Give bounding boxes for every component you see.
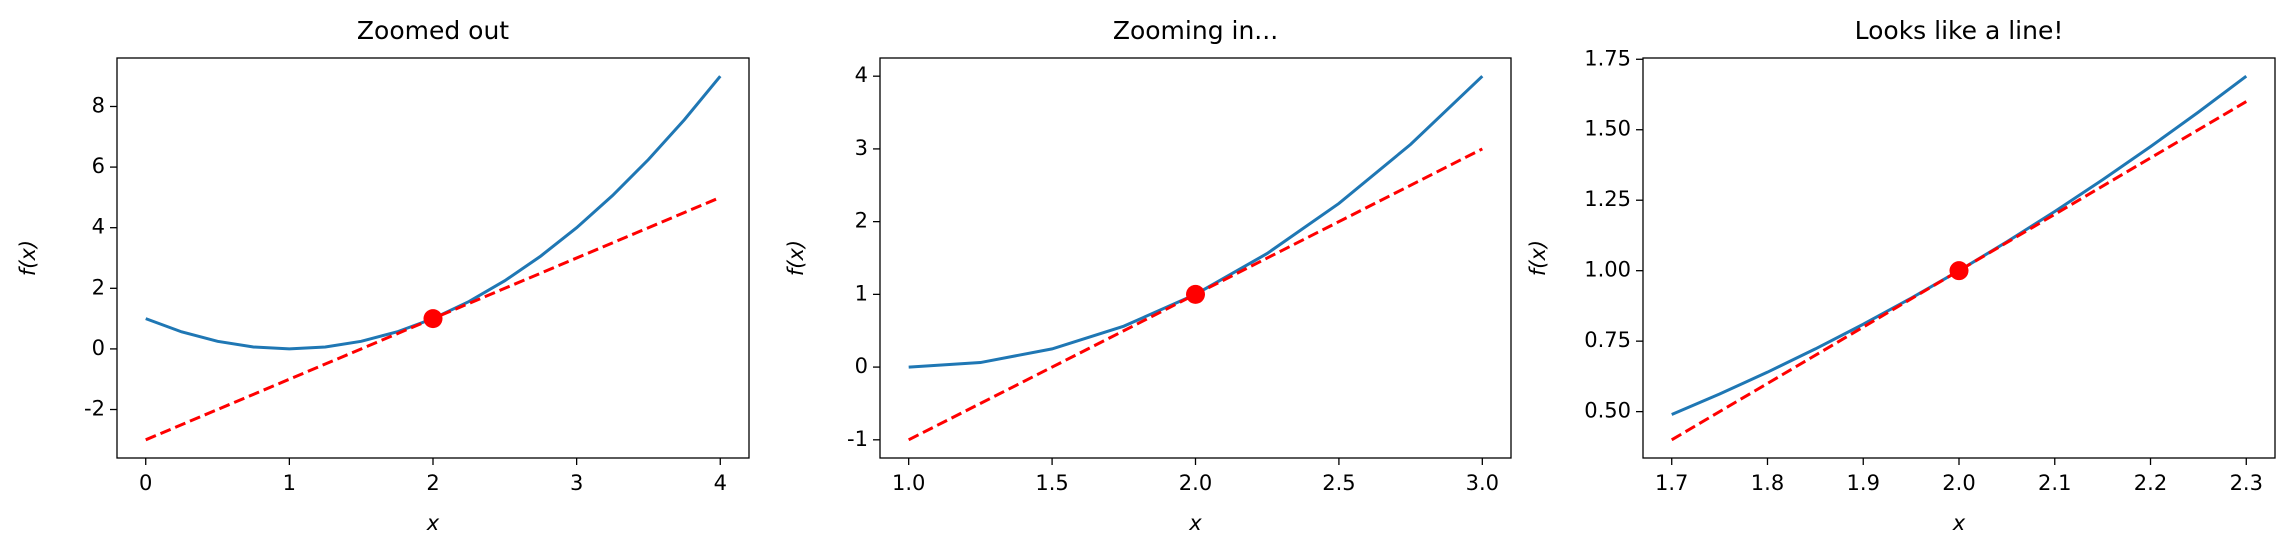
y-tick-label: 0.75 xyxy=(1584,328,1631,352)
series-line xyxy=(1671,74,2248,416)
axes-frame xyxy=(879,57,1512,459)
x-tick-label: 1.9 xyxy=(1847,471,1880,495)
series-line xyxy=(145,75,722,351)
subplot-title: Zooming in... xyxy=(1113,16,1278,45)
x-tick-label: 1.5 xyxy=(1035,471,1068,495)
series-line xyxy=(908,75,1484,369)
x-tick-label: 2 xyxy=(426,471,439,495)
y-tick-label: -2 xyxy=(84,397,105,421)
x-axis-label: x xyxy=(1952,511,1966,535)
subplot: Zoomed out x f(x) 0 1 2 3 4 -2 0 2 4 6 8 xyxy=(16,16,750,535)
x-tick-label: 0 xyxy=(139,471,152,495)
x-tick-label: 2.3 xyxy=(2230,471,2263,495)
y-tick-label: 0 xyxy=(92,336,105,360)
y-tick-label: 3 xyxy=(855,136,868,160)
x-tick-label: 3 xyxy=(570,471,583,495)
point xyxy=(1949,261,1969,281)
subplot: Looks like a line! x f(x) 1.7 1.8 1.9 2.0 2.1 2.… xyxy=(1526,16,2276,535)
y-tick-label: 1.50 xyxy=(1584,117,1631,141)
y-tick-label: 1 xyxy=(855,281,868,305)
subplot: Zooming in... x f(x) 1.0 1.5 2.0 2.5 3.0 -1 0 1 2 3 4 xyxy=(784,16,1512,535)
x-tick-label: 2.0 xyxy=(1179,471,1212,495)
subplot-title: Zoomed out xyxy=(357,16,509,45)
x-tick-label: 2.1 xyxy=(2038,471,2071,495)
point xyxy=(423,309,443,329)
x-tick-label: 2.2 xyxy=(2134,471,2167,495)
y-tick-label: 0 xyxy=(855,354,868,378)
y-axis-label: f(x) xyxy=(1526,240,1550,276)
y-tick-label: 6 xyxy=(92,154,105,178)
axes-frame xyxy=(116,57,750,459)
x-tick-label: 4 xyxy=(714,471,727,495)
y-tick-label: 0.50 xyxy=(1584,399,1631,423)
x-axis-label: x xyxy=(1188,511,1202,535)
x-tick-label: 2.5 xyxy=(1322,471,1355,495)
x-tick-label: 1 xyxy=(283,471,296,495)
y-tick-label: 1.00 xyxy=(1584,258,1631,282)
y-axis-label: f(x) xyxy=(16,240,40,276)
x-axis-label: x xyxy=(426,511,440,535)
x-tick-label: 1.8 xyxy=(1751,471,1784,495)
axes-frame xyxy=(1642,57,2276,459)
x-tick-label: 3.0 xyxy=(1466,471,1499,495)
y-tick-label: 1.25 xyxy=(1584,187,1631,211)
y-tick-label: 4 xyxy=(855,63,868,87)
subplot-title: Looks like a line! xyxy=(1855,16,2064,45)
y-tick-label: 2 xyxy=(855,209,868,233)
y-tick-label: 8 xyxy=(92,93,105,117)
y-tick-label: 4 xyxy=(92,215,105,239)
point xyxy=(1186,284,1205,304)
x-tick-label: 1.7 xyxy=(1655,471,1688,495)
x-tick-label: 2.0 xyxy=(1942,471,1975,495)
y-tick-label: -1 xyxy=(847,427,868,451)
x-tick-label: 1.0 xyxy=(892,471,925,495)
y-tick-label: 1.75 xyxy=(1584,46,1631,70)
y-tick-label: 2 xyxy=(92,275,105,299)
y-axis-label: f(x) xyxy=(784,240,808,276)
